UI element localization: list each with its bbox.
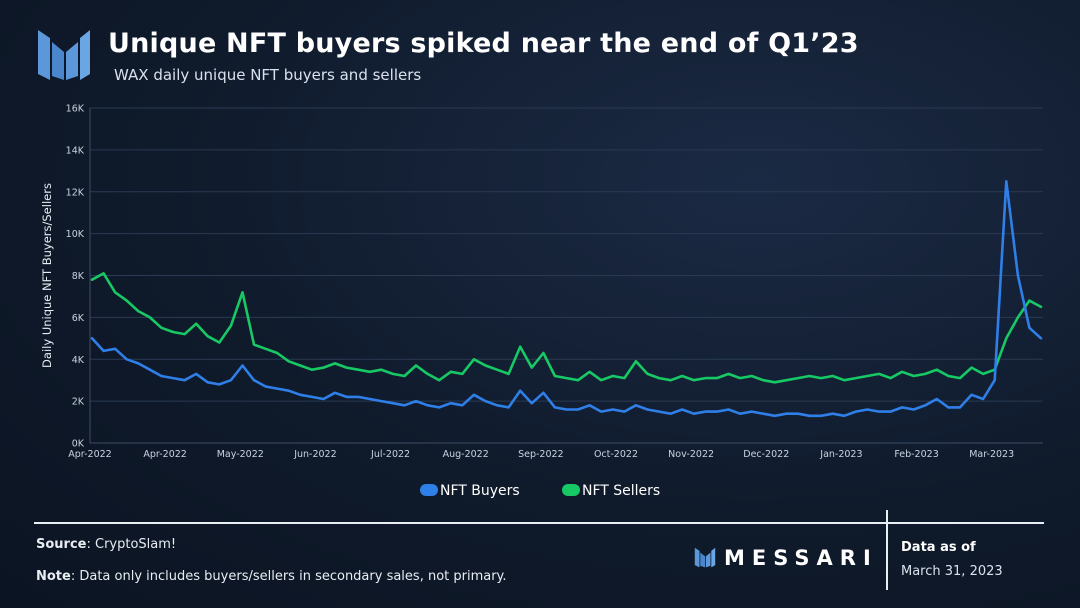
x-tick-label: Apr-2022 <box>68 449 111 460</box>
legend-swatch <box>562 484 580 496</box>
data-as-of-label: Data as of <box>901 540 976 555</box>
x-tick-label: Mar-2023 <box>969 449 1014 460</box>
legend-label: NFT Sellers <box>582 483 660 499</box>
x-tick-label: Nov-2022 <box>668 449 714 460</box>
y-tick-label: 6K <box>72 313 85 324</box>
footer-vertical-divider <box>886 510 888 590</box>
legend-label: NFT Buyers <box>440 483 520 499</box>
x-tick-label: May-2022 <box>217 449 264 460</box>
y-tick-label: 2K <box>72 397 85 408</box>
x-tick-label: Jan-2023 <box>819 449 862 460</box>
y-axis-label: Daily Unique NFT Buyers/Sellers <box>40 183 54 368</box>
y-tick-label: 4K <box>72 355 85 366</box>
source-text: Source: CryptoSlam! <box>36 537 177 552</box>
y-tick-label: 12K <box>66 187 85 198</box>
footer-divider <box>34 522 1044 524</box>
brand-wordmark: MESSARI <box>724 546 878 570</box>
chart-subtitle: WAX daily unique NFT buyers and sellers <box>114 66 422 84</box>
messari-brand: MESSARI <box>694 546 878 570</box>
messari-brand-icon <box>694 547 716 568</box>
x-tick-label: Jun-2022 <box>293 449 336 460</box>
x-tick-label: Apr-2022 <box>143 449 186 460</box>
y-tick-label: 16K <box>66 104 85 115</box>
y-tick-label: 10K <box>66 229 85 240</box>
legend-swatch <box>420 484 438 496</box>
x-tick-label: Sep-2022 <box>518 449 564 460</box>
x-tick-label: Jul-2022 <box>370 449 410 460</box>
data-as-of-date: March 31, 2023 <box>901 564 1003 579</box>
x-tick-label: Aug-2022 <box>443 449 489 460</box>
messari-logo-icon <box>38 30 90 80</box>
x-tick-label: Dec-2022 <box>743 449 789 460</box>
x-tick-label: Oct-2022 <box>594 449 638 460</box>
chart-title: Unique NFT buyers spiked near the end of… <box>108 28 859 59</box>
y-tick-label: 14K <box>66 145 85 156</box>
y-tick-label: 0K <box>72 439 85 450</box>
y-tick-label: 8K <box>72 271 85 282</box>
series-line-nft-buyers <box>90 180 1043 418</box>
x-tick-label: Feb-2023 <box>894 449 938 460</box>
line-chart: 0K 2K 4K 6K 8K 10K 12K 14K 16K Apr-2022 Apr-2022 Ma… <box>40 103 1043 499</box>
note-text: Note: Data only includes buyers/sellers … <box>36 569 507 584</box>
series-line-nft-sellers <box>90 272 1043 384</box>
